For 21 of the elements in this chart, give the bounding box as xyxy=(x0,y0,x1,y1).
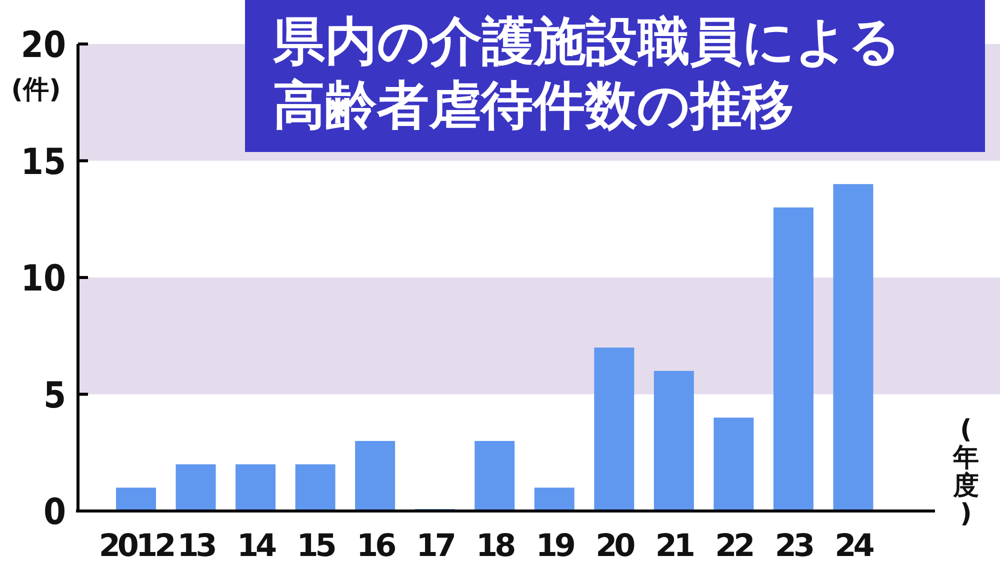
y-tick-label: 20 xyxy=(20,25,66,66)
x-tick-label: 16 xyxy=(356,528,396,564)
x-tick-label: 24 xyxy=(834,528,874,564)
x-tick-label: 20 xyxy=(596,528,636,564)
y-tick-label: 10 xyxy=(20,258,66,300)
x-tick-label: 18 xyxy=(476,528,515,564)
x-tick-label: 21 xyxy=(655,528,694,564)
x-tick-label: 22 xyxy=(715,528,753,564)
y-axis-title: (件) xyxy=(11,75,61,105)
chart-title: 県内の介護施設職員による高齢者虐待件数の推移 xyxy=(273,11,902,138)
x-tick-label: 17 xyxy=(416,528,455,564)
y-tick-label: 5 xyxy=(43,375,66,416)
x-tick-label: 13 xyxy=(177,528,216,564)
y-tick-label: 0 xyxy=(43,492,66,533)
x-tick-label: 23 xyxy=(774,528,814,564)
x-tick-label: 19 xyxy=(536,528,574,564)
x-tick-label: 15 xyxy=(296,528,336,564)
x-axis-title: (年度) xyxy=(952,415,979,529)
x-tick-label: 14 xyxy=(236,528,277,564)
y-tick-label: 15 xyxy=(20,142,66,183)
x-tick-label: 2012 xyxy=(98,528,174,564)
